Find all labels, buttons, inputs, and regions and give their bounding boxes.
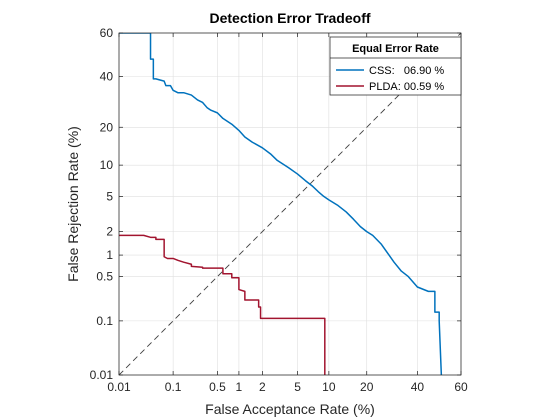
x-tick-label: 5 [294, 380, 301, 394]
chart-title: Detection Error Tradeoff [209, 10, 370, 26]
y-tick-label: 2 [106, 225, 113, 239]
plot-frame [118, 32, 462, 376]
y-tick-label: 0.1 [96, 314, 113, 328]
y-tick-label: 0.01 [90, 368, 114, 382]
y-axis-label: False Rejection Rate (%) [65, 126, 81, 282]
x-axis-label: False Acceptance Rate (%) [205, 401, 375, 417]
legend-label-css: CSS: 06.90 % [369, 65, 444, 77]
x-tick-label: 0.5 [209, 380, 226, 394]
legend: Equal Error Rate CSS: 06.90 % PLDA: 00.5… [329, 36, 462, 96]
x-tick-label: 0.01 [107, 380, 131, 394]
x-tick-label: 10 [322, 380, 336, 394]
x-tick-label: 1 [236, 380, 243, 394]
tick-labels: 0.01 0.1 0.5 1 2 5 10 20 40 60 0.01 0.1 0.5 1 2 5 10 20 40… [90, 26, 468, 394]
y-tick-label: 10 [100, 158, 114, 172]
x-tick-label: 2 [259, 380, 266, 394]
series-line-css [119, 33, 443, 375]
series-line-plda [119, 234, 326, 375]
legend-label-plda: PLDA: 00.59 % [369, 81, 444, 93]
x-tick-label: 60 [454, 380, 468, 394]
ticks [118, 32, 462, 376]
legend-title: Equal Error Rate [352, 43, 439, 55]
y-tick-label: 1 [106, 248, 113, 262]
y-tick-label: 20 [100, 120, 114, 134]
y-tick-label: 40 [100, 70, 114, 84]
grid [118, 32, 462, 376]
y-tick-label: 5 [106, 189, 113, 203]
y-tick-label: 0.5 [96, 270, 113, 284]
x-tick-label: 20 [360, 380, 374, 394]
x-tick-label: 40 [411, 380, 425, 394]
x-tick-label: 0.1 [165, 380, 182, 394]
y-tick-label: 60 [100, 26, 114, 40]
